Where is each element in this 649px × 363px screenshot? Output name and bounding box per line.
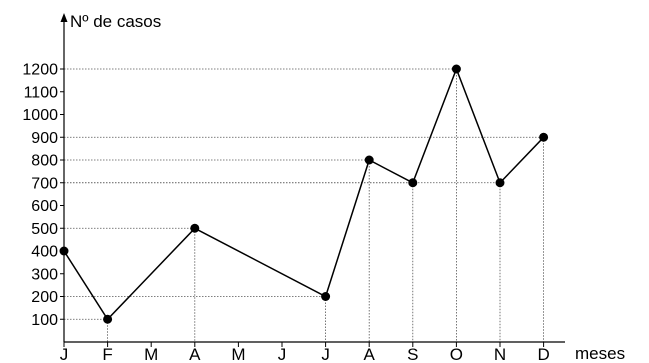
series-line bbox=[59, 64, 549, 324]
data-point bbox=[321, 292, 331, 301]
x-tick-label: A bbox=[364, 345, 376, 363]
x-tick-label: J bbox=[278, 345, 287, 363]
y-tick-label: 1100 bbox=[24, 84, 59, 101]
y-tick-label: 100 bbox=[31, 312, 58, 329]
series-path bbox=[63, 66, 545, 321]
x-tick-label: O bbox=[450, 345, 463, 363]
data-point bbox=[103, 314, 113, 324]
x-tick-label: D bbox=[537, 345, 549, 363]
y-tick-label: 300 bbox=[31, 266, 58, 283]
guide-lines bbox=[63, 68, 544, 342]
data-point bbox=[408, 178, 418, 188]
x-tick-label: S bbox=[407, 345, 418, 363]
y-tick-label: 500 bbox=[31, 221, 58, 238]
x-tick-label: M bbox=[231, 345, 245, 363]
y-tick-label: 600 bbox=[31, 198, 58, 215]
y-tick-label: 1200 bbox=[22, 62, 58, 79]
y-tick-label: 1000 bbox=[22, 107, 58, 124]
y-tick-label: 200 bbox=[31, 289, 58, 306]
y-tick-label: 800 bbox=[31, 153, 58, 170]
x-tick-label: J bbox=[60, 345, 69, 363]
axes bbox=[60, 13, 565, 343]
data-point bbox=[59, 246, 69, 256]
data-point bbox=[495, 178, 505, 188]
x-tick-label: F bbox=[102, 345, 112, 363]
y-tick-labels: 100 200 300 400 500 600 700 800 900 1000 1100 1200 bbox=[22, 62, 64, 329]
y-axis-title: Nº de casos bbox=[70, 12, 161, 31]
y-tick-label: 700 bbox=[31, 175, 58, 192]
x-axis-title: meses bbox=[575, 344, 625, 363]
y-tick-label: 400 bbox=[31, 244, 58, 261]
y-tick-label: 900 bbox=[31, 130, 58, 147]
data-point bbox=[364, 155, 374, 165]
x-tick-label: M bbox=[144, 345, 158, 363]
x-tick-label: N bbox=[494, 345, 506, 363]
data-point bbox=[539, 132, 549, 142]
y-axis-arrow-icon bbox=[60, 13, 68, 22]
data-point bbox=[190, 223, 200, 233]
data-point bbox=[451, 64, 461, 74]
x-tick-label: A bbox=[189, 345, 201, 363]
x-tick-label: J bbox=[321, 345, 330, 363]
